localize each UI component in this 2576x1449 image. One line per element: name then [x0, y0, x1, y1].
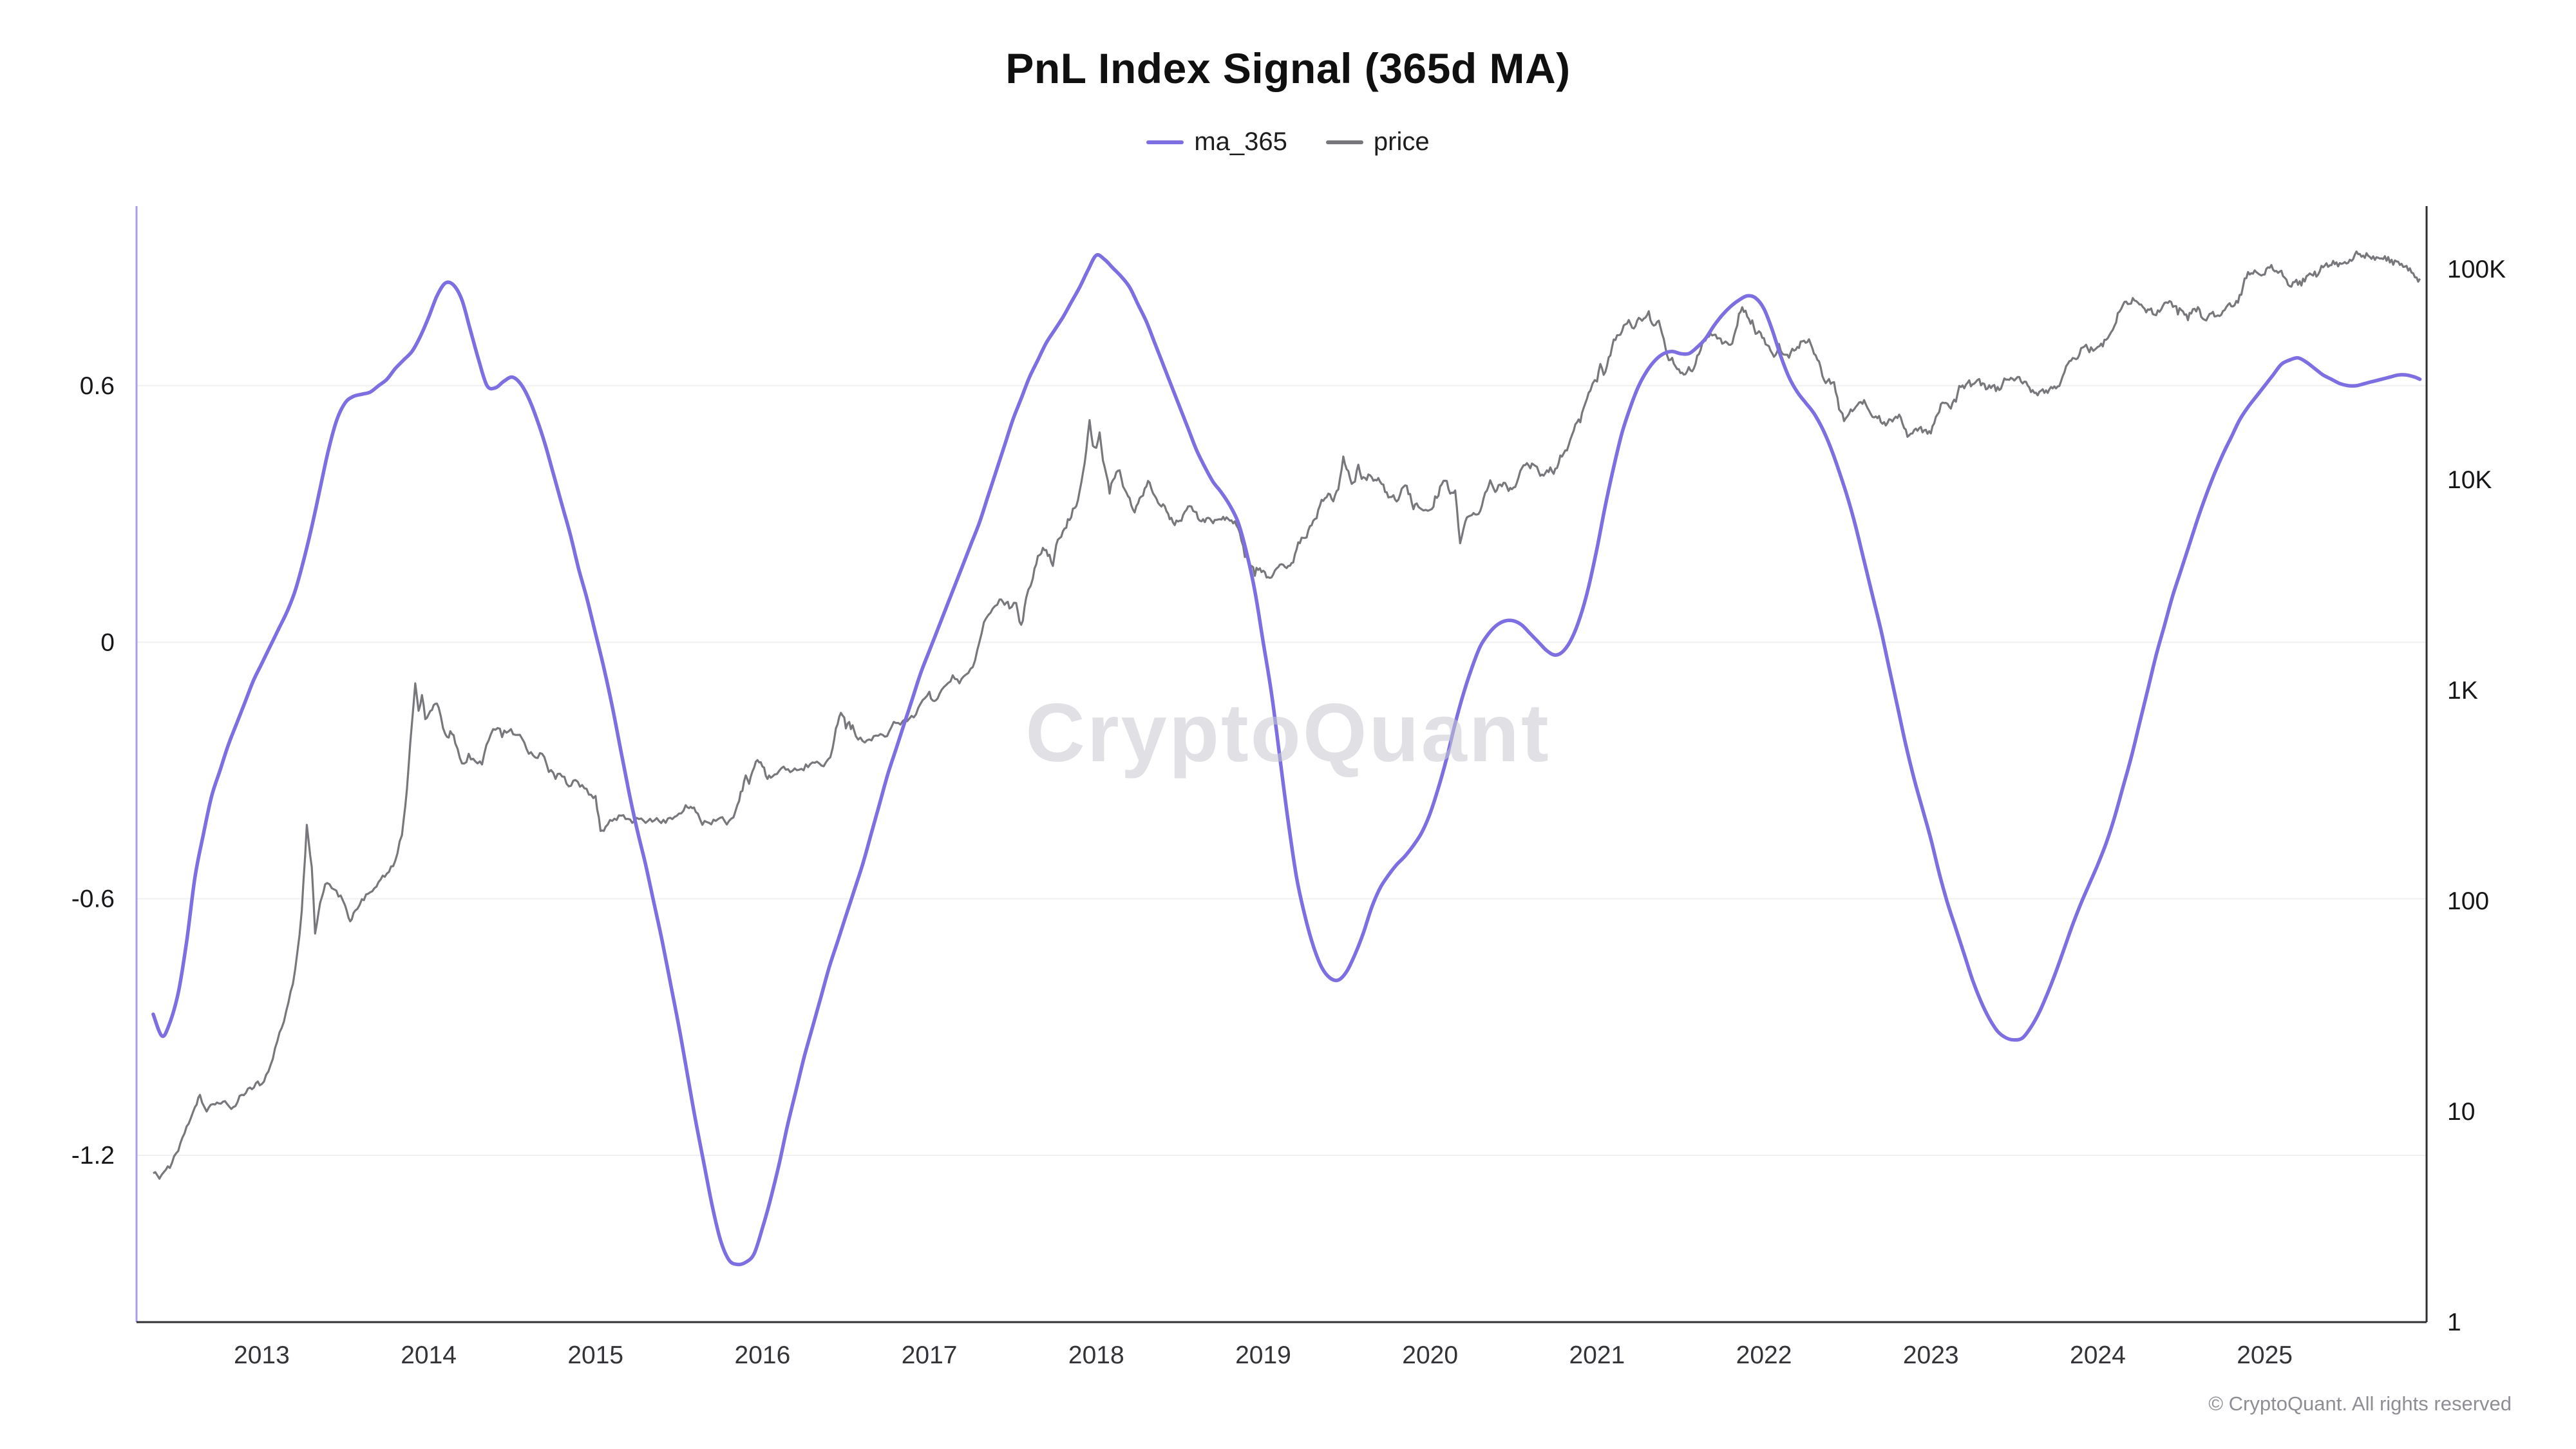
price-series-line [153, 250, 2421, 1180]
x-axis-year-label: 2019 [1235, 1341, 1291, 1369]
right-axis-tick-label: 100K [2447, 256, 2506, 283]
ma365-line-swatch-icon [1146, 140, 1184, 144]
x-axis-year-label: 2018 [1068, 1341, 1124, 1369]
legend-label-ma365: ma_365 [1194, 128, 1287, 156]
left-axis-tick-label: 0.6 [80, 372, 115, 400]
x-axis-year-label: 2025 [2237, 1341, 2293, 1369]
x-axis-year-label: 2013 [234, 1341, 290, 1369]
x-axis-year-label: 2017 [902, 1341, 958, 1369]
right-axis-tick-label: 1K [2447, 677, 2478, 705]
x-axis-year-label: 2023 [1903, 1341, 1959, 1369]
x-axis-year-label: 2015 [567, 1341, 623, 1369]
x-axis-year-label: 2014 [401, 1341, 457, 1369]
x-axis-year-label: 2022 [1736, 1341, 1792, 1369]
chart-title: PnL Index Signal (365d MA) [1005, 44, 1571, 92]
right-axis-tick-label: 1 [2447, 1309, 2461, 1336]
plot-area[interactable] [137, 206, 2427, 1322]
ma365-series-line [151, 252, 2422, 1267]
x-axis-year-label: 2016 [735, 1341, 791, 1369]
legend-item-ma365[interactable]: ma_365 [1146, 128, 1287, 156]
x-axis-year-label: 2021 [1569, 1341, 1625, 1369]
price-line-swatch-icon [1325, 140, 1363, 144]
x-axis-year-label: 2020 [1402, 1341, 1458, 1369]
right-axis-tick-label: 10 [2447, 1098, 2475, 1126]
chart-legend: ma_365 price [0, 128, 2576, 156]
x-axis-year-label: 2024 [2070, 1341, 2126, 1369]
right-axis-tick-label: 100 [2447, 887, 2489, 915]
left-axis-tick-label: -0.6 [71, 886, 115, 913]
left-axis-tick-label: 0 [100, 629, 115, 656]
legend-label-price: price [1373, 128, 1430, 156]
legend-item-price[interactable]: price [1325, 128, 1430, 156]
copyright-footer: © CryptoQuant. All rights reserved [2208, 1392, 2512, 1415]
right-axis-tick-label: 10K [2447, 466, 2492, 494]
left-axis-tick-label: -1.2 [71, 1142, 115, 1170]
